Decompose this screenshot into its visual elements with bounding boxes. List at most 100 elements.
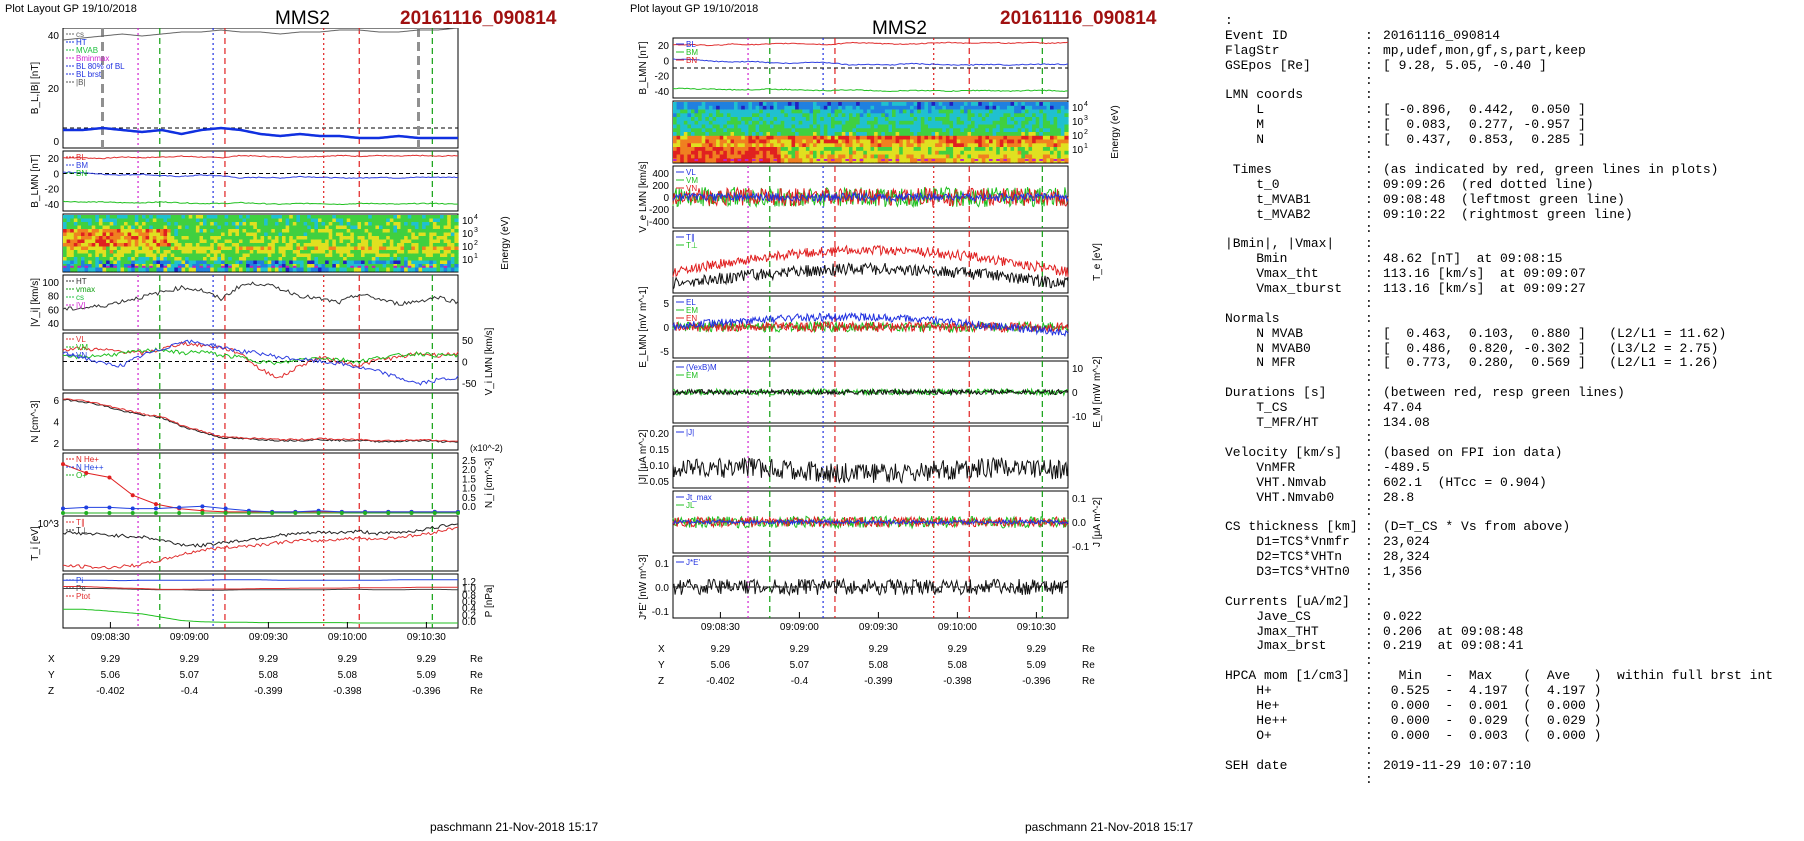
spectrogram-cell <box>1028 143 1033 148</box>
spectrogram-cell <box>278 260 283 265</box>
spectrogram-cell <box>856 135 861 141</box>
spectrogram-cell <box>823 113 828 118</box>
spectrogram-cell <box>1060 154 1065 159</box>
tick-label: 1.2 <box>462 577 476 588</box>
spectrogram-cell <box>687 158 692 163</box>
spectrogram-cell <box>956 117 961 122</box>
spectrogram-cell <box>974 105 979 111</box>
spectrogram-cell <box>149 243 154 248</box>
spectrogram-cell <box>368 253 373 258</box>
spectrogram-cell <box>343 225 348 230</box>
info-key: Vmax_tburst <box>1225 281 1343 297</box>
spectrogram-cell <box>70 257 75 262</box>
spectrogram-cell <box>325 236 330 241</box>
spectrogram-cell <box>791 139 796 144</box>
spectrogram-cell <box>95 246 100 251</box>
spectrogram-cell <box>66 218 71 223</box>
spectrogram-cell <box>827 109 832 114</box>
spectrogram-cell <box>1050 154 1055 159</box>
spectrogram-cell <box>992 139 997 144</box>
info-value: [ 0.463, 0.103, 0.880 ] (L2/L1 = 11.62) <box>1383 325 1727 341</box>
spectrogram-cell <box>935 109 940 114</box>
spectrogram-cell <box>866 143 872 148</box>
spectrogram-cell <box>361 229 366 234</box>
spectrogram-cell <box>429 215 434 220</box>
spectrogram-cell <box>188 246 193 251</box>
spectrogram-cell <box>1028 113 1033 118</box>
spectrogram-cell <box>285 257 290 262</box>
spectrogram-cell <box>712 102 717 107</box>
spectrogram-cell <box>325 222 330 227</box>
spectrogram-cell <box>404 250 409 255</box>
spectrogram-cell <box>953 132 958 137</box>
spectrogram-cell <box>217 264 222 269</box>
spectrogram-cell <box>142 246 147 251</box>
spectrogram-cell <box>1003 120 1008 126</box>
spectrogram-cell <box>149 229 154 234</box>
spectrogram-cell <box>371 246 376 251</box>
spectrogram-cell <box>120 239 125 244</box>
spectrogram-cell <box>296 232 301 237</box>
spectrogram-cell <box>145 239 150 244</box>
spectrogram-cell <box>432 260 438 265</box>
spectrogram-cell <box>389 218 394 223</box>
legend-label: vmax <box>76 285 95 294</box>
spectrogram-cell <box>1050 117 1055 122</box>
spectrogram-cell <box>91 250 96 255</box>
spectrogram-cell <box>985 124 990 129</box>
spectrogram-cell <box>1007 109 1012 114</box>
spectrogram-cell <box>874 117 879 122</box>
spectrogram-cell <box>382 229 387 234</box>
spectrogram-cell <box>870 150 875 156</box>
coord-value: -0.399 <box>864 676 893 687</box>
spectrogram-cell <box>185 267 190 272</box>
info-value: (D=T_CS * Vs from above) <box>1383 519 1571 535</box>
spectrogram-speckle <box>314 265 318 268</box>
spectrogram-cell <box>170 243 175 248</box>
spectrogram-cell <box>242 225 247 230</box>
spectrogram-cell <box>271 253 276 258</box>
spectrogram-cell <box>328 250 333 255</box>
spectrogram-cell <box>249 232 254 237</box>
spectrogram-cell <box>88 215 93 220</box>
spectrogram-cell <box>691 158 696 163</box>
spectrogram-cell <box>95 250 100 255</box>
spectrogram-cell <box>863 150 868 156</box>
spectrogram-cell <box>691 120 696 126</box>
spectrogram-cell <box>1046 132 1051 137</box>
spectrogram-cell <box>953 102 958 107</box>
spectrogram-cell <box>271 222 276 227</box>
spectrogram-cell <box>924 113 929 118</box>
spectrogram-cell <box>91 257 96 262</box>
spectrogram-cell <box>967 139 972 144</box>
spectrogram-cell <box>920 147 925 152</box>
spectrogram-cell <box>1032 117 1037 122</box>
spectrogram-cell <box>730 132 735 137</box>
spectrogram-cell <box>719 120 724 126</box>
spectrogram-cell <box>400 260 405 265</box>
tick-label: -40 <box>655 87 670 98</box>
spectrogram-cell <box>770 158 775 163</box>
spectrogram-cell <box>928 124 933 129</box>
spectrogram-cell <box>414 218 420 223</box>
spectrogram-cell <box>1017 109 1022 114</box>
spectrogram-cell <box>300 236 305 241</box>
spectrogram-cell <box>1039 117 1044 122</box>
spectrogram-cell <box>813 150 818 156</box>
spectrogram-cell <box>856 102 861 107</box>
spectrogram-cell <box>228 250 233 255</box>
spectrogram-cell <box>91 246 96 251</box>
spectrogram-cell <box>680 154 685 159</box>
spectrogram-cell <box>752 135 757 141</box>
spectrogram-cell <box>181 218 186 223</box>
spectrogram-cell <box>300 246 305 251</box>
spectrogram-cell <box>73 243 78 248</box>
spectrogram-cell <box>66 267 71 272</box>
spectrogram-cell <box>368 260 373 265</box>
spectrogram-cell <box>712 154 717 159</box>
spectrogram-cell <box>701 135 706 141</box>
spectrogram-cell <box>224 243 229 248</box>
spectrogram-cell <box>823 128 828 133</box>
spectrogram-cell <box>375 215 380 220</box>
spectrogram-cell <box>938 124 943 129</box>
